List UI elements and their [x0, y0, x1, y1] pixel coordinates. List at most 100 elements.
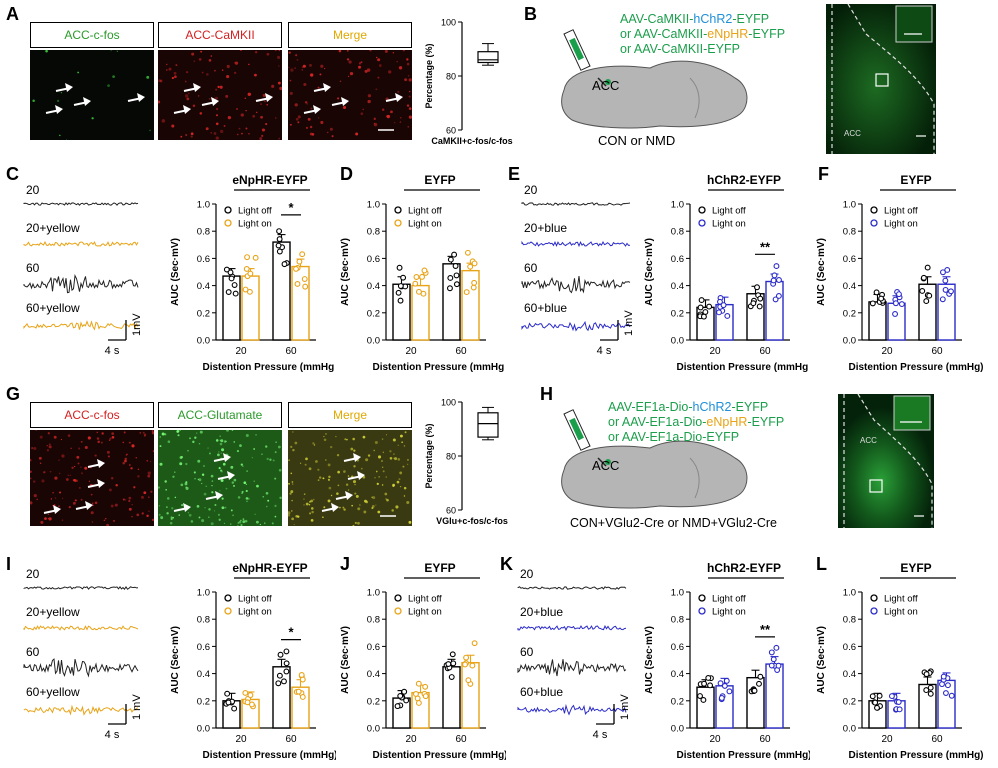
point-d-1-1-1 — [470, 284, 477, 291]
cell-micG1-93 — [143, 433, 147, 437]
trace-label-c-3: 60+yellow — [26, 301, 80, 315]
cell-micG2-117 — [265, 445, 268, 448]
arrow-head-a2-1 — [183, 105, 191, 114]
cell-micG2-113 — [210, 474, 214, 478]
x-axis-label-i: Distention Pressure (mmHg) — [202, 750, 336, 761]
cell-micG2-123 — [218, 451, 220, 453]
y-tick-label-k-1: 0.2 — [671, 696, 684, 707]
cell-micG2-70 — [225, 487, 228, 490]
cell-micA1-6 — [60, 92, 63, 94]
cell-micG2-151 — [164, 480, 167, 483]
panel-letter-a: A — [6, 4, 19, 24]
cell-micG1-29 — [104, 517, 107, 520]
cell-micG1-11 — [150, 490, 153, 493]
y-axis-label-i: AUC (Sec·mV) — [170, 626, 181, 694]
point-j-1-1-5 — [469, 662, 476, 669]
cell-micA3-42 — [346, 58, 350, 61]
cell-micG3-144 — [386, 498, 389, 502]
cell-micG1-108 — [40, 520, 44, 524]
cell-micG2-29 — [211, 480, 214, 482]
legend-label-e-0: Light off — [712, 206, 746, 217]
cell-micG2-51 — [193, 471, 196, 474]
cell-micG3-82 — [403, 445, 406, 447]
cell-micG2-108 — [198, 443, 201, 445]
virus-list-b: AAV-CaMKII-hChR2-EYFP or AAV-CaMKII-eNpH… — [620, 12, 785, 57]
cell-micG2-18 — [233, 478, 237, 482]
cell-micG2-155 — [245, 483, 248, 485]
point-k-1-1-3 — [768, 662, 775, 669]
x-tick-label-f-1: 60 — [931, 346, 943, 357]
arrow-head-g2-2 — [215, 491, 223, 500]
point-i-0-0-3 — [231, 705, 238, 712]
point-j-0-1-5 — [445, 661, 452, 667]
point-f-1-0-5 — [892, 311, 899, 317]
point-d-1-1-5 — [471, 260, 478, 267]
cell-micG2-97 — [205, 485, 207, 487]
cell-micG2-37 — [158, 504, 161, 507]
cell-micG1-90 — [109, 437, 112, 440]
cell-micA3-33 — [366, 68, 371, 72]
point-f-1-1-4 — [942, 286, 949, 293]
point-e-1-0-5 — [720, 302, 727, 309]
cell-micA3-8 — [338, 50, 342, 53]
point-k-0-1-0 — [757, 673, 764, 680]
header-g-2-text: ACC-Glutamate — [177, 408, 263, 422]
point-k-1-0-1 — [717, 680, 724, 687]
arrow-head-a3-0 — [323, 83, 331, 92]
cell-micA2-68 — [215, 107, 219, 111]
brain-diagram-h — [561, 409, 748, 509]
point-j-1-0-3 — [415, 680, 422, 687]
cell-micA2-51 — [278, 65, 280, 67]
cell-micG2-158 — [195, 432, 198, 434]
cell-micG1-58 — [58, 505, 60, 507]
cell-micA2-67 — [208, 97, 211, 100]
point-e-1-0-6 — [724, 312, 731, 319]
y-tick-label-f-4: 0.8 — [843, 227, 856, 238]
cell-micA2-50 — [248, 133, 250, 135]
cell-micA2-7 — [201, 71, 204, 74]
point-f-1-0-3 — [892, 300, 899, 307]
cell-micG3-26 — [291, 481, 294, 483]
cell-micA3-58 — [360, 61, 363, 64]
cell-micG3-9 — [363, 510, 367, 514]
y-tick-label-f-2: 0.4 — [843, 281, 856, 292]
cell-micG1-121 — [47, 517, 50, 520]
cell-micG1-111 — [47, 432, 50, 435]
cell-micA1-8 — [146, 75, 150, 79]
cell-micA2-43 — [252, 114, 256, 118]
group-label-h: CON+VGlu2-Cre or NMD+VGlu2-Cre — [570, 516, 777, 530]
cell-micA3-15 — [408, 90, 411, 93]
point-f-0-0-6 — [869, 300, 876, 307]
cell-micG2-50 — [208, 516, 210, 518]
bar-c-1-0 — [241, 275, 260, 341]
y-tick-label-k-2: 0.4 — [671, 669, 684, 680]
cell-micA3-51 — [408, 107, 412, 110]
cell-micA3-44 — [384, 50, 388, 53]
cell-micG1-120 — [123, 431, 126, 434]
point-d-0-0-1 — [400, 274, 407, 281]
y-tick-label-j-1: 0.2 — [367, 696, 380, 707]
virus-line-b-3-pre: or AAV-CaMKII-EYFP — [620, 42, 740, 56]
bar-j-1-0 — [411, 691, 430, 729]
cell-micG3-0 — [288, 511, 291, 515]
y-tick-label-c-5: 1.0 — [197, 200, 210, 211]
sig-mark-c: * — [288, 200, 294, 215]
cell-micA2-59 — [190, 135, 193, 138]
point-k-1-1-4 — [768, 649, 775, 656]
cell-micG2-76 — [253, 448, 256, 450]
header-a-3-text: Merge — [332, 28, 367, 42]
cell-micA1-7 — [32, 99, 35, 102]
cell-micG3-68 — [382, 451, 385, 453]
cell-micG3-28 — [305, 502, 309, 506]
cell-micG3-50 — [400, 434, 403, 438]
cell-micG3-43 — [393, 453, 395, 455]
header-g-1: ACC-c-fos — [30, 402, 154, 428]
point-j-0-0-5 — [394, 703, 401, 710]
cell-micG2-104 — [264, 522, 266, 524]
cell-micG2-5 — [222, 462, 226, 466]
x-tick-label-j-1: 60 — [455, 734, 467, 745]
cell-micG3-44 — [328, 475, 331, 479]
cell-micG2-20 — [208, 452, 211, 455]
virus-line-b-2-post: -EYFP — [748, 27, 786, 41]
cell-micG2-84 — [231, 481, 235, 484]
